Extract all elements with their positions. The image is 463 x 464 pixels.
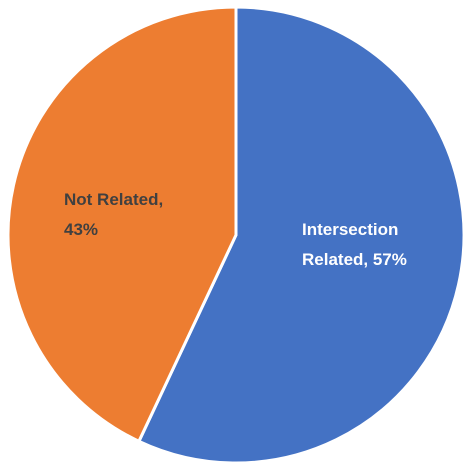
data-label-line: 43% (64, 220, 98, 239)
data-label-not-related: Not Related, 43% (64, 190, 163, 239)
pie-slice-not-related (6, 5, 238, 443)
pie-slice-intersection-related (137, 5, 463, 464)
pie-labels: Intersection Related, 57% Not Related, 43% (64, 190, 407, 269)
pie-slices (6, 5, 463, 464)
data-label-line: Intersection (302, 220, 398, 239)
data-label-intersection-related: Intersection Related, 57% (302, 220, 407, 269)
data-label-line: Not Related, (64, 190, 163, 209)
data-label-line: Related, 57% (302, 250, 407, 269)
